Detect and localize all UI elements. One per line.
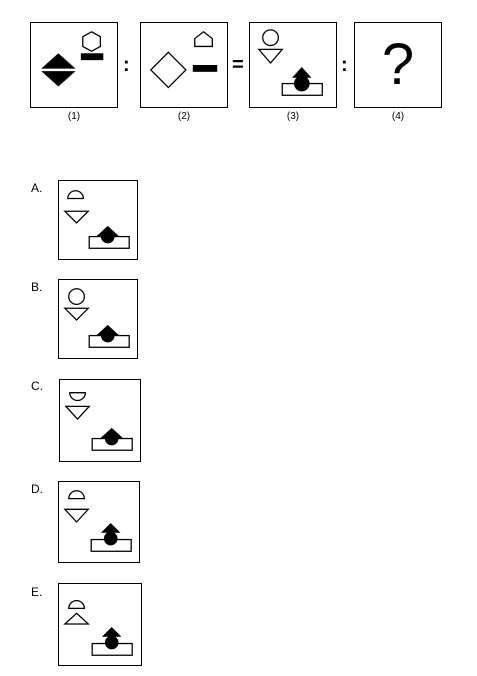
option-d-label: D. xyxy=(31,482,43,496)
option-b-label: B. xyxy=(31,280,43,294)
half-circle-shape xyxy=(68,490,86,500)
solid-arrow-shape xyxy=(100,522,121,539)
solid-arrow-shape xyxy=(101,626,122,643)
down-triangle-shape xyxy=(257,48,284,65)
figure-3-shapes xyxy=(257,29,323,96)
solid-bar-shape xyxy=(192,65,218,72)
down-triangle-shape xyxy=(63,307,90,321)
figure-2-box xyxy=(140,22,228,108)
caption-2: (2) xyxy=(177,111,191,122)
option-b-box[interactable] xyxy=(58,279,138,359)
hexagon-shape xyxy=(82,31,102,53)
pentagon-shape xyxy=(194,30,213,48)
hollow-circle-shape xyxy=(262,29,279,47)
option-a-shapes xyxy=(63,190,130,249)
figure-1-shapes xyxy=(35,31,104,87)
ratio-separator: : xyxy=(341,54,348,76)
solid-arrow-head-shape xyxy=(100,427,124,439)
solid-bar-shape xyxy=(80,53,104,61)
option-d-shapes xyxy=(63,490,132,552)
figure-2-shapes xyxy=(149,30,218,89)
option-e-box[interactable] xyxy=(58,583,142,666)
half-circle-shape xyxy=(68,600,86,610)
figure-1-box xyxy=(30,22,118,108)
half-circle-shape xyxy=(67,190,85,200)
hollow-diamond-shape xyxy=(149,51,187,89)
solid-arrow-head-shape xyxy=(96,324,120,336)
figure-3-box xyxy=(249,22,337,108)
down-triangle-shape xyxy=(63,210,90,224)
equals-separator: = xyxy=(232,54,244,76)
option-e-label: E. xyxy=(31,585,43,599)
option-c-shapes xyxy=(64,392,133,451)
caption-4: (4) xyxy=(391,111,405,122)
figure-4-box: ? xyxy=(354,22,442,108)
option-c-box[interactable] xyxy=(59,379,141,462)
option-d-box[interactable] xyxy=(58,481,140,563)
option-a-label: A. xyxy=(31,181,43,195)
option-b-shapes xyxy=(63,288,130,348)
up-triangle-shape xyxy=(63,612,90,625)
hollow-circle-shape xyxy=(68,288,85,306)
question-mark: ? xyxy=(381,32,415,97)
caption-3: (3) xyxy=(286,111,300,122)
ratio-separator: : xyxy=(123,54,130,76)
down-triangle-shape xyxy=(63,508,90,523)
half-circle-shape xyxy=(69,392,87,402)
solid-arrow-head-shape xyxy=(96,225,120,237)
caption-1: (1) xyxy=(67,111,81,122)
down-triangle-shape xyxy=(64,405,91,420)
option-e-shapes xyxy=(63,600,133,656)
solid-arrow-shape xyxy=(292,66,312,84)
option-a-box[interactable] xyxy=(58,180,138,260)
option-c-label: C. xyxy=(31,379,43,393)
